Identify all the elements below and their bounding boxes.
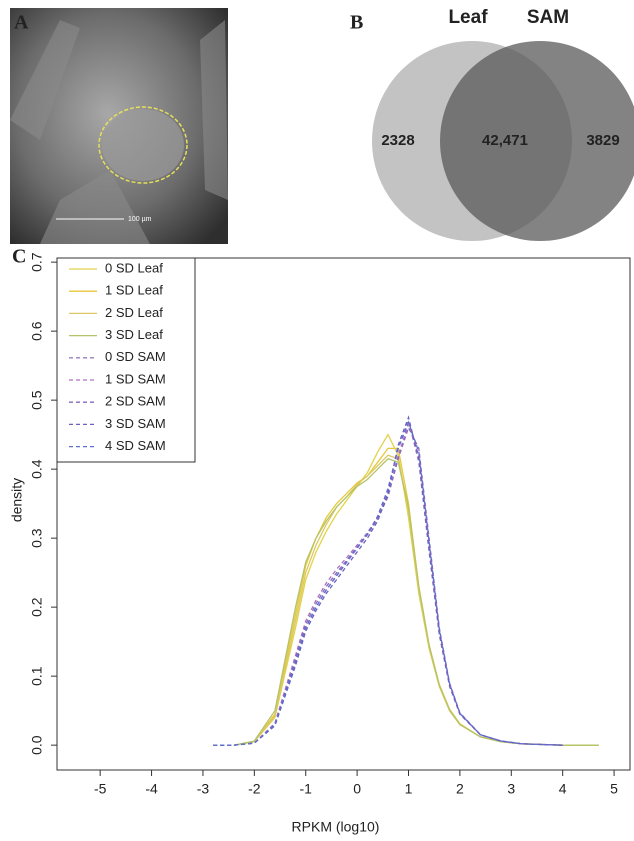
density-line bbox=[233, 458, 599, 746]
meristem bbox=[102, 109, 184, 181]
legend-box bbox=[56, 257, 196, 463]
legend-label: 0 SD SAM bbox=[105, 349, 166, 364]
density-line bbox=[233, 433, 599, 746]
set-circle bbox=[440, 41, 634, 241]
plot-frame bbox=[56, 257, 631, 771]
panel-a: 100 µm A bbox=[10, 8, 228, 244]
region-count: 3829 bbox=[586, 132, 619, 149]
y-tick-label: 0.0 bbox=[29, 735, 45, 755]
legend-label: 4 SD SAM bbox=[105, 438, 166, 453]
region-count: 2328 bbox=[381, 132, 414, 149]
density-line bbox=[233, 454, 599, 746]
x-tick-label: -2 bbox=[248, 781, 261, 797]
x-tick-label: 5 bbox=[610, 781, 618, 797]
legend-label: 1 SD SAM bbox=[105, 371, 166, 386]
x-tick-label: -3 bbox=[197, 781, 210, 797]
density-line bbox=[213, 418, 563, 746]
x-tick-label: 2 bbox=[456, 781, 464, 797]
legend-label: 0 SD Leaf bbox=[105, 260, 163, 275]
density-line bbox=[213, 415, 563, 746]
panel-label: A bbox=[14, 12, 29, 34]
legend-label: 3 SD Leaf bbox=[105, 327, 163, 342]
panel-label: B bbox=[350, 12, 363, 34]
y-tick-label: 0.1 bbox=[29, 666, 45, 686]
x-tick-label: -5 bbox=[94, 781, 107, 797]
y-tick-label: 0.7 bbox=[29, 252, 45, 272]
set-label: Leaf bbox=[448, 7, 488, 28]
density-line bbox=[213, 425, 563, 746]
y-tick-label: 0.5 bbox=[29, 390, 45, 410]
density-line bbox=[233, 447, 599, 746]
x-tick-label: 1 bbox=[405, 781, 413, 797]
density-line bbox=[213, 420, 563, 746]
x-tick-label: -4 bbox=[145, 781, 158, 797]
y-axis-label: density bbox=[9, 478, 25, 522]
legend-label: 2 SD Leaf bbox=[105, 305, 163, 320]
region-count: 42,471 bbox=[482, 132, 528, 149]
set-label: SAM bbox=[527, 7, 569, 28]
panel-b: B Leaf SAM 2328 42,471 3829 bbox=[350, 7, 634, 241]
legend: 0 SD Leaf 1 SD Leaf 2 SD Leaf 3 SD Leaf 0 SD… bbox=[56, 257, 196, 463]
density-line bbox=[213, 422, 563, 746]
x-tick-label: 3 bbox=[507, 781, 515, 797]
highlight-ellipse bbox=[98, 106, 188, 184]
legend-label: 2 SD SAM bbox=[105, 394, 166, 409]
panel-c: C -5 -4 -3 -2 -1 0 1 2 3 4 5 0.0 0.1 0.2 0.3 0.4 0.5 0.6 0.… bbox=[9, 246, 631, 835]
x-axis-label: RPKM (log10) bbox=[292, 819, 380, 835]
legend-label: 3 SD SAM bbox=[105, 416, 166, 431]
x-tick-label: 0 bbox=[353, 781, 361, 797]
panel-label: C bbox=[12, 246, 26, 268]
x-tick-label: -1 bbox=[300, 781, 313, 797]
x-tick-label: 4 bbox=[559, 781, 567, 797]
y-tick-label: 0.2 bbox=[29, 597, 45, 617]
micrograph-detail bbox=[10, 20, 228, 244]
y-tick-label: 0.4 bbox=[29, 459, 45, 479]
legend-label: 1 SD Leaf bbox=[105, 283, 163, 298]
y-tick-label: 0.6 bbox=[29, 321, 45, 341]
y-tick-label: 0.3 bbox=[29, 528, 45, 548]
scale-bar-label: 100 µm bbox=[128, 216, 152, 223]
